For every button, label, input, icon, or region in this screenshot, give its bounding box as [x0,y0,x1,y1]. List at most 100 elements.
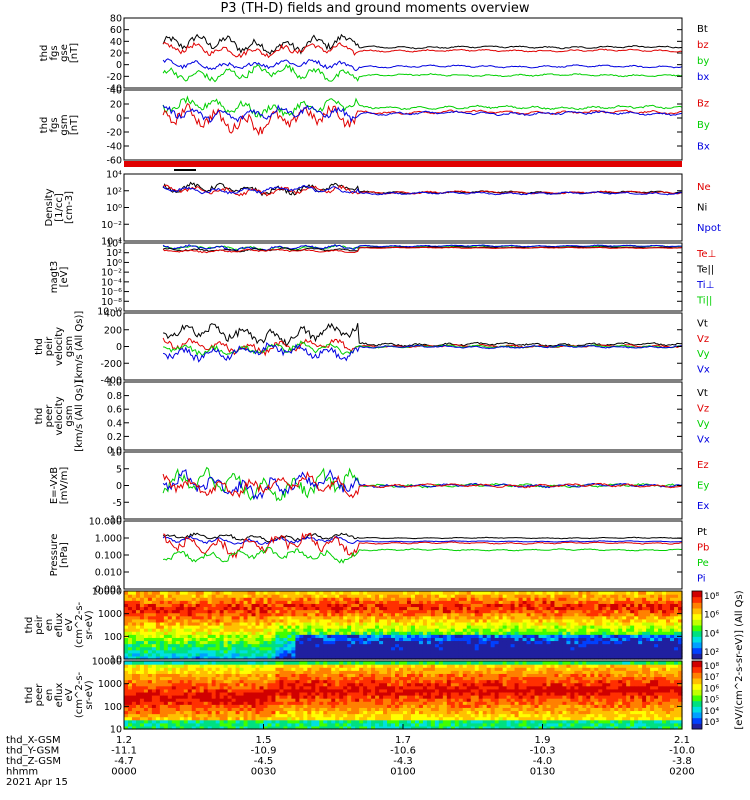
spectrogram-cell [167,673,173,678]
spectrogram-cell [215,707,221,712]
spectrogram-cell [199,688,205,693]
spectrogram-cell [562,606,568,611]
spectrogram-cell [387,698,392,702]
spectrogram-cell [666,640,671,645]
spectrogram-cell [442,603,448,608]
spectrogram-cell [450,640,456,645]
spectrogram-cell [343,667,348,671]
spectrogram-cell [594,606,599,611]
spectrogram-cell [247,646,253,651]
spectrogram-cell [211,612,217,617]
spectrogram-cell [163,722,169,727]
spectrogram-cell [203,722,209,727]
spectrogram-cell [223,710,229,715]
spectrogram-cell [231,713,237,718]
spectrogram-cell [618,637,623,642]
spectrogram-cell [582,591,587,595]
spectrogram-cell [135,609,141,614]
spectrogram-cell [243,597,249,601]
spectrogram-cell [255,707,261,712]
spectrogram-cell [470,631,476,635]
spectrogram-cell [395,716,400,721]
spectrogram-cell [482,625,488,629]
spectrogram-cell [582,646,587,651]
spectrogram-cell [263,631,269,635]
spectrogram-cell [163,646,169,651]
spectrogram-cell [662,612,667,617]
spectrogram-cell [255,612,261,617]
spectrogram-cell [630,634,635,638]
spectrogram-cell [434,615,440,620]
spectrogram-cell [438,618,444,623]
spectrogram-cell [331,655,336,660]
spectrogram-cell [303,600,308,604]
spectrogram-cell [303,679,308,684]
spectrogram-cell [295,618,300,623]
spectrogram-cell [191,634,197,638]
spectrogram-cell [267,625,273,629]
spectrogram-cell [367,612,372,617]
spectrogram-cell [422,615,428,620]
spectrogram-cell [534,634,540,638]
spectrogram-cell [355,634,360,638]
legend-entry: Bz [697,99,709,110]
spectrogram-cell [614,597,619,601]
spectrogram-cell [530,631,536,635]
spectrogram-cell [490,594,496,598]
spectrogram-cell [594,600,599,604]
spectrogram-cell [247,676,253,681]
spectrogram-cell [486,646,492,651]
spectrogram-cell [199,710,205,715]
spectrogram-cell [171,673,177,678]
spectrogram-cell [506,649,512,654]
spectrogram-cell [219,609,225,614]
spectrogram-cell [514,594,520,598]
spectrogram-cell [355,643,360,648]
spectrogram-cell [363,603,368,608]
spectrogram-cell [410,640,416,645]
spectrogram-cell [638,646,643,651]
spectrogram-cell [662,597,667,601]
spectrogram-cell [187,591,193,595]
spectrogram-cell [323,652,328,657]
spectrogram-cell [486,643,492,648]
spectrogram-cell [486,637,492,642]
spectrogram-cell [490,603,496,608]
spectrogram-cell [247,688,253,693]
spectrogram-cell [303,661,308,665]
spectrogram-cell [414,646,420,651]
spectrogram-cell [235,637,241,642]
spectrogram-cell [482,643,488,648]
spectrogram-cell [159,688,165,693]
spectrogram-cell [347,603,352,608]
spectrogram-cell [211,621,217,626]
spectrogram-cell [167,676,173,681]
spectrogram-cell [307,685,312,690]
spectrogram-cell [255,591,261,595]
spectrogram-cell [247,716,253,721]
spectrogram-cell [614,615,619,620]
spectrogram-cell [131,615,137,620]
spectrogram-cell [395,688,400,693]
spectrogram-cell [550,640,556,645]
spectrogram-cell [199,673,205,678]
spectrogram-cell [554,640,560,645]
spectrogram-cell [502,637,508,642]
spectrogram-cell [371,655,376,660]
spectrogram-cell [127,676,133,681]
spectrogram-cell [518,640,524,645]
spectrogram-cell [359,695,364,699]
spectrogram-cell [642,646,647,651]
spectrogram-cell [598,621,603,626]
spectrogram-cell [211,688,217,693]
spectrogram-cell [151,655,157,660]
spectrogram-cell [239,707,245,712]
spectrogram-cell [335,673,340,678]
spectrogram-cell [375,649,380,654]
spectrogram-cell [211,664,217,668]
spectrogram-cell [438,634,444,638]
spectrogram-cell [127,643,133,648]
spectrogram-cell [367,661,372,665]
spectrogram-cell [291,685,296,690]
spectrogram-cell [406,710,412,715]
